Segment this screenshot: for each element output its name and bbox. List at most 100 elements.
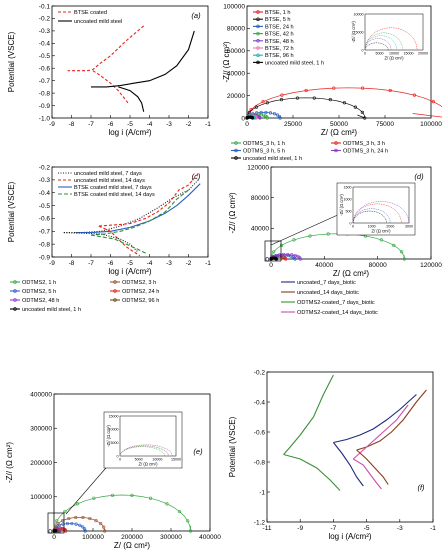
inset-x-title: Z/ (Ω cm²) (385, 56, 405, 61)
data-point (295, 96, 300, 100)
x-tick-label: -9 (297, 525, 303, 532)
x-tick-label: -3 (166, 121, 172, 128)
series-line (63, 232, 139, 253)
x-tick-label: 100000 (82, 534, 104, 541)
inset-x-title: Z/ (Ω cm²) (139, 462, 159, 467)
series-line (98, 173, 199, 227)
data-point (75, 502, 80, 506)
legend-marker (113, 280, 117, 284)
x-tick-label: 300000 (160, 534, 182, 541)
data-point (262, 113, 266, 117)
y-tick-label: -0.7 (39, 78, 51, 85)
data-point (326, 232, 330, 236)
data-point (130, 493, 134, 498)
series-line (356, 389, 427, 451)
plot-frame (270, 166, 432, 260)
data-point (74, 522, 78, 526)
legend-label: ODTMS2, 1 h (22, 280, 56, 286)
data-point (379, 238, 383, 242)
data-point (165, 502, 169, 506)
y-tick-label: 300000 (30, 426, 52, 433)
y-tick-label: -0.3 (39, 28, 51, 35)
x-axis-title: log i (A/cm²) (108, 128, 151, 137)
y-axis-title: -Z// (Ω cm²) (228, 192, 237, 233)
y-tick-label: -0.1 (39, 3, 51, 10)
y-tick-label: -0.4 (254, 399, 266, 406)
data-point (353, 105, 358, 109)
inset-x-tick-label: 10000 (389, 52, 399, 56)
legend-marker (334, 148, 338, 153)
inset-y-title: -Z// (Ω cm²) (106, 425, 111, 447)
data-point (279, 243, 284, 247)
legend-marker (256, 31, 260, 36)
data-point (186, 519, 190, 523)
chart-panel-e: 0 100000 200000 300000 400000010000020000030… (5, 280, 221, 550)
x-tick-label: -8 (69, 121, 75, 128)
data-point (254, 105, 258, 109)
chart-panel-b: 0 25000 50000 75000 100000020000400006000080… (222, 3, 442, 137)
series-line (118, 86, 145, 112)
inset-plot: 0 5000 10000 15000 0 5000 10000 15000 Z/ (Ω cm²)… (103, 411, 183, 469)
series-line (63, 179, 199, 234)
series-line (353, 458, 382, 490)
legend-marker (256, 17, 260, 21)
inset-y-tick-label: 10000 (109, 428, 119, 432)
data-point (361, 86, 365, 90)
y-tick-label: 120000 (247, 164, 269, 171)
x-axis-title: log i (A/cm²) (328, 532, 371, 541)
y-tick-label: -1.2 (254, 519, 266, 526)
legend-marker (113, 298, 117, 302)
legend-label: uncoated mild steel, 1 h (265, 60, 324, 66)
legend-label: uncoated mild steel (74, 19, 122, 25)
legend-marker (234, 148, 238, 153)
legend-label: ODTMS2-coated_7 days_biotic (297, 300, 375, 306)
inset-y-tick-label: 5000 (356, 30, 364, 34)
data-point (272, 250, 276, 254)
x-tick-label: 0 (245, 121, 249, 128)
inset-x-tick-label: 0 (119, 458, 121, 462)
legend-label: BTSE, 24 h (265, 24, 294, 30)
legend-marker (234, 141, 238, 145)
panel-letter: (a) (191, 11, 201, 20)
inset-y-tick-label: 0 (362, 48, 364, 52)
series-line (246, 97, 366, 119)
y-tick-label: -0.6 (39, 66, 51, 73)
data-point (70, 521, 74, 526)
series-line (53, 516, 106, 532)
legend-label: uncoated_7 days_biotic (297, 280, 356, 286)
data-point (92, 496, 96, 500)
inset-series-line (119, 446, 166, 457)
series-line (92, 70, 129, 104)
data-point (258, 116, 262, 120)
data-point (277, 114, 282, 119)
x-tick-label: -9 (49, 260, 55, 267)
inset-y-tick-label: 10000 (354, 12, 364, 16)
inset-axes (352, 186, 410, 224)
data-point (103, 529, 107, 533)
data-point (63, 509, 67, 514)
chart-panel-c: -9 -8 -7 -6 -5 -4 -3 -2 -1 -0.9 -0.8 -0.7 -0.6 -0.5 -0… (7, 164, 211, 276)
chart-panel-f: -11 -9 -7 -5 -3 -1 -1.2 -1 -0.8 -0.6 -0.4 -0.2 log i… (228, 280, 436, 541)
data-point (61, 522, 65, 526)
data-point (81, 525, 85, 529)
x-tick-label: 40000 (315, 262, 333, 269)
data-point (265, 101, 269, 105)
y-tick-label: -0.6 (254, 429, 266, 436)
data-point (110, 493, 115, 498)
data-point (388, 88, 392, 93)
data-point (53, 529, 58, 533)
series-line (283, 374, 334, 455)
inset-x-tick-label: 5000 (135, 458, 143, 462)
legend-label: BTSE coated mild steel, 7 days (74, 185, 152, 191)
y-tick-label: -0.3 (39, 177, 51, 184)
legend-label: uncoated_14 days_biotic (297, 290, 359, 296)
data-point (83, 529, 87, 533)
plot-frame (266, 371, 434, 523)
x-tick-label: -3 (397, 525, 403, 532)
inset-x-tick-label: 0 (364, 52, 366, 56)
data-point (292, 238, 296, 242)
x-tick-label: -7 (88, 260, 94, 267)
legend-marker (334, 141, 338, 145)
data-point (332, 86, 336, 90)
data-point (312, 96, 316, 100)
